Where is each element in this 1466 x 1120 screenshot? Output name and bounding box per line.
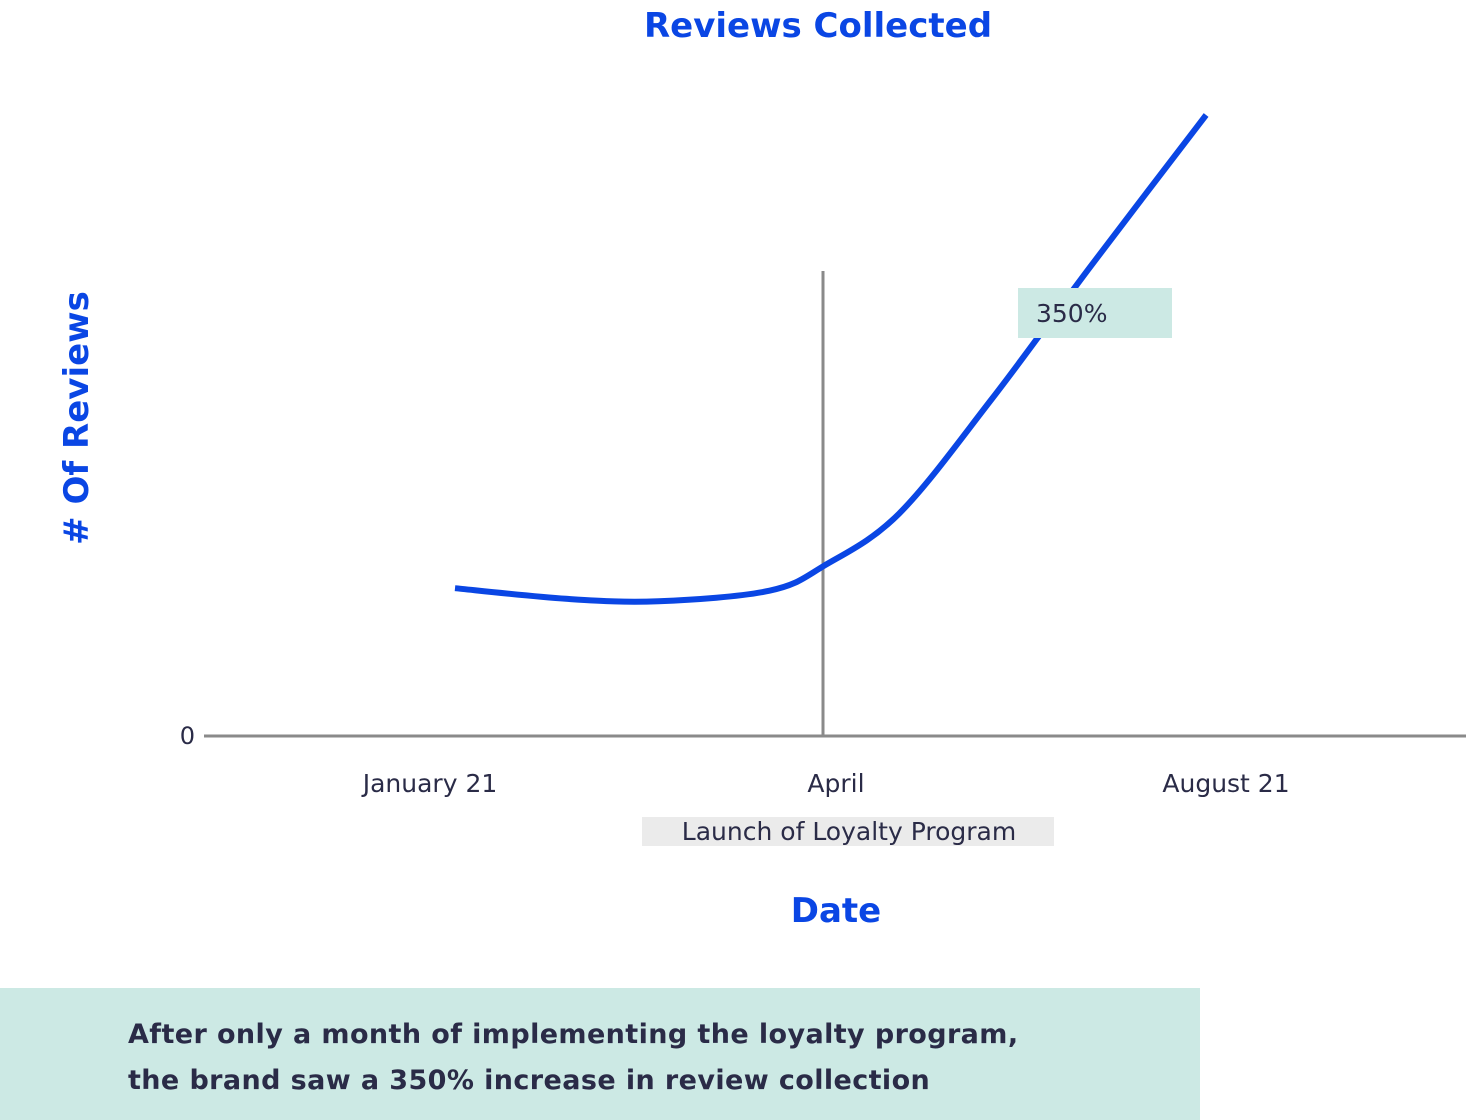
launch-label-background: [642, 817, 1054, 846]
growth-annotation-label: 350%: [1036, 299, 1107, 328]
summary-callout: [0, 988, 1200, 1120]
summary-line-1: After only a month of implementing the l…: [128, 1019, 1019, 1050]
launch-label: Launch of Loyalty Program: [682, 817, 1016, 846]
summary-text: After only a month of implementing the l…: [128, 1012, 1178, 1104]
growth-annotation-background: [1018, 288, 1172, 338]
y-axis-label: # Of Reviews: [57, 291, 97, 545]
x-tick-label: January 21: [361, 769, 498, 798]
x-tick-label: August 21: [1162, 769, 1289, 798]
y-tick-label: 0: [180, 722, 195, 750]
summary-line-2: the brand saw a 350% increase in review …: [128, 1065, 931, 1096]
x-axis-label: Date: [791, 891, 881, 931]
chart-title: Reviews Collected: [644, 6, 992, 46]
reviews-series-line: [454, 113, 1209, 605]
x-tick-label: April: [807, 769, 864, 798]
